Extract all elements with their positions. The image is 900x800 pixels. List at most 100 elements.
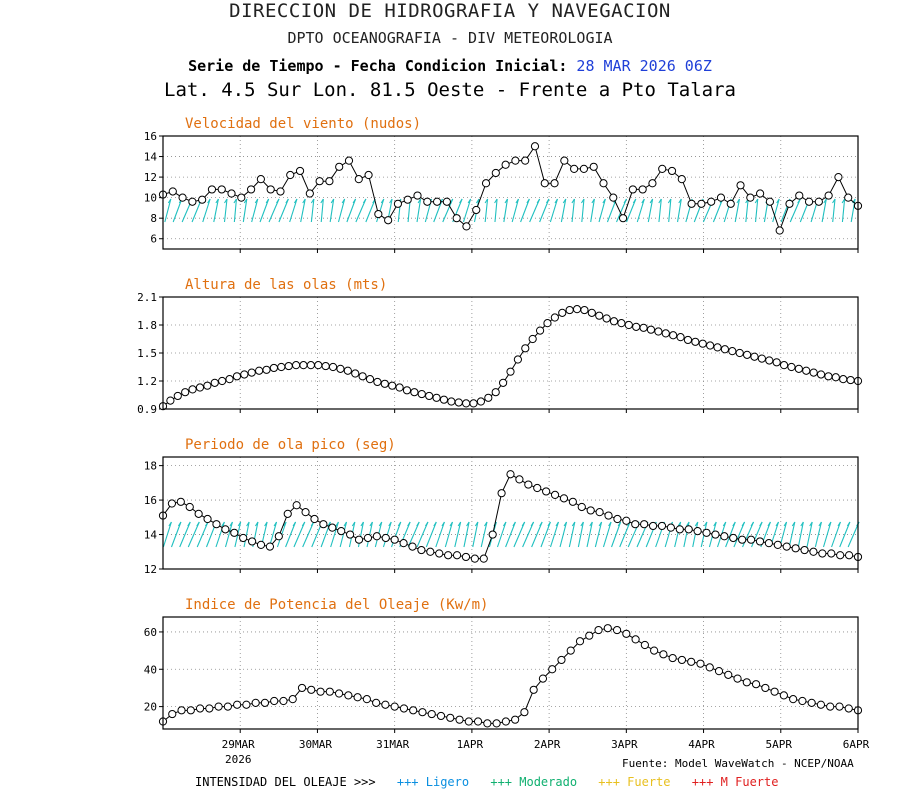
init-date: 28 MAR 2026 06Z [576, 57, 712, 75]
legend-label: INTENSIDAD DEL OLEAJE >>> [195, 775, 376, 789]
direction-arrow [772, 198, 780, 223]
data-point [372, 532, 381, 541]
direction-arrow [616, 198, 628, 223]
data-point [675, 525, 684, 534]
data-point [381, 533, 390, 543]
data-point [800, 545, 809, 555]
direction-arrow [172, 198, 183, 223]
data-point [579, 164, 589, 173]
direction-arrow [187, 521, 200, 548]
data-point [373, 377, 382, 387]
data-point [336, 364, 345, 373]
direction-arrow-head [809, 521, 813, 527]
direction-arrow [196, 521, 209, 548]
data-point [188, 385, 197, 394]
data-point [836, 551, 845, 560]
data-point [557, 655, 566, 665]
direction-arrow-head [389, 198, 393, 204]
direction-arrow-head [677, 521, 682, 527]
direction-arrow-head [459, 198, 463, 204]
data-point [380, 379, 389, 388]
direction-arrow-head [750, 521, 754, 527]
data-point [520, 708, 529, 717]
direction-arrow-head [177, 521, 182, 527]
data-point [483, 719, 492, 728]
data-point [696, 659, 705, 668]
direction-arrow-head [776, 198, 780, 204]
data-point [251, 698, 260, 707]
data-point [188, 197, 197, 206]
legend-item-fuerte: +++ Fuerte [598, 775, 671, 789]
direction-arrow-head [233, 198, 237, 204]
direction-arrow-head [832, 198, 836, 204]
header-date-line: Serie de Tiempo - Fecha Condicion Inicia… [0, 57, 900, 75]
direction-arrow-head [335, 521, 339, 527]
data-point [528, 334, 537, 344]
direction-arrow-head [703, 521, 708, 527]
direction-arrow [668, 198, 672, 223]
data-point [218, 376, 227, 386]
data-point [521, 344, 530, 353]
plot-frame [162, 135, 859, 250]
data-point [276, 187, 285, 196]
data-point [846, 375, 855, 385]
data-point [603, 624, 612, 633]
direction-arrow [658, 198, 662, 223]
data-point [650, 646, 659, 655]
data-point [711, 530, 720, 539]
data-point [548, 665, 557, 674]
data-point [176, 497, 185, 506]
direction-arrow [540, 521, 551, 548]
direction-arrow-head [767, 521, 771, 527]
direction-arrow-head [237, 521, 242, 527]
data-point [319, 520, 328, 529]
data-point [572, 305, 582, 314]
data-point [560, 156, 569, 165]
legend-item-m-fuerte: +++ M Fuerte [691, 775, 779, 789]
y-tick-label: 12 [144, 563, 157, 576]
data-point [538, 674, 548, 683]
data-point [775, 226, 784, 235]
data-point [742, 350, 752, 359]
data-point [177, 706, 186, 715]
data-point [256, 175, 265, 184]
data-point [270, 696, 279, 706]
data-point [307, 685, 316, 694]
data-point [334, 689, 344, 698]
data-point [432, 197, 442, 206]
data-point [305, 189, 314, 198]
direction-arrow-head [475, 198, 480, 204]
header-subtitle: DPTO OCEANOGRAFIA - DIV METEOROLOGIA [287, 29, 613, 47]
data-point [824, 191, 833, 200]
direction-arrow-head [466, 521, 470, 527]
data-point [277, 362, 286, 372]
direction-arrow-head [846, 521, 851, 527]
data-point [344, 156, 354, 165]
data-point [462, 222, 471, 231]
data-point [399, 704, 409, 713]
data-point [738, 535, 747, 544]
direction-arrow-head [424, 521, 429, 527]
data-point [402, 386, 412, 395]
data-point [497, 489, 506, 498]
direction-arrow [626, 198, 637, 223]
data-point [640, 520, 649, 529]
data-point [794, 364, 803, 373]
direction-arrow-head [254, 521, 259, 527]
data-point [337, 526, 346, 536]
data-point [246, 185, 256, 194]
direction-arrow [511, 198, 519, 223]
data-point [765, 356, 774, 365]
direction-arrow [841, 198, 846, 223]
data-point [328, 523, 337, 532]
direction-arrow-head [187, 521, 191, 527]
direction-arrow-head [667, 198, 672, 204]
direction-arrow [202, 198, 211, 223]
direction-arrow [310, 198, 315, 223]
data-point [530, 142, 540, 151]
direction-arrow-head [526, 198, 530, 204]
data-point [265, 542, 275, 551]
direction-arrow [647, 198, 654, 223]
chart-panel-4: Indice de Potencia del Oleaje (Kw/m) 20 40… [144, 597, 863, 733]
data-point [609, 193, 618, 202]
